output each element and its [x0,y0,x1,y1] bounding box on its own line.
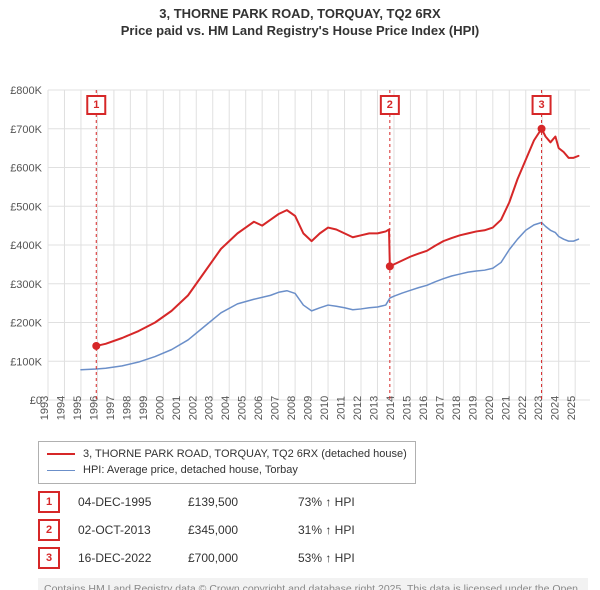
transaction-badge: 1 [38,491,60,513]
attribution-text: Contains HM Land Registry data © Crown c… [38,578,588,590]
legend-label: HPI: Average price, detached house, Torb… [83,462,298,479]
marker-dot [386,262,394,270]
x-tick-label: 2020 [484,396,496,420]
legend-row: HPI: Average price, detached house, Torb… [47,462,407,479]
marker-dot [538,125,546,133]
line-chart-svg: £0£100K£200K£300K£400K£500K£600K£700K£80… [0,40,600,435]
transaction-badge: 3 [38,547,60,569]
legend-label: 3, THORNE PARK ROAD, TORQUAY, TQ2 6RX (d… [83,446,407,463]
transactions-table: 1 04-DEC-1995£139,50073% ↑ HPI 2 02-OCT-201… [38,488,588,572]
transaction-row: 2 02-OCT-2013£345,00031% ↑ HPI [38,516,588,544]
transaction-row: 1 04-DEC-1995£139,50073% ↑ HPI [38,488,588,516]
chart-title: 3, THORNE PARK ROAD, TORQUAY, TQ2 6RX Pr… [0,0,600,40]
x-tick-label: 2009 [303,396,315,420]
y-tick-label: £500K [10,201,42,213]
x-tick-label: 2015 [401,396,413,420]
x-tick-label: 2008 [286,396,298,420]
x-tick-label: 2017 [434,396,446,420]
x-tick-label: 2025 [566,396,578,420]
x-tick-label: 2023 [533,396,545,420]
x-tick-label: 1998 [121,396,133,420]
marker-badge-number: 3 [539,99,545,111]
transaction-pct: 73% ↑ HPI [298,495,408,509]
transaction-row: 3 16-DEC-2022£700,00053% ↑ HPI [38,544,588,572]
transaction-price: £139,500 [188,495,298,509]
x-tick-label: 2000 [154,396,166,420]
x-tick-label: 1994 [55,396,67,420]
x-tick-label: 2003 [204,396,216,420]
transaction-price: £345,000 [188,523,298,537]
transaction-date: 02-OCT-2013 [78,523,188,537]
transaction-pct: 31% ↑ HPI [298,523,408,537]
x-tick-label: 2018 [451,396,463,420]
x-tick-label: 1993 [39,396,51,420]
legend-swatch [47,453,75,455]
x-tick-label: 2014 [385,396,397,420]
x-tick-label: 1999 [138,396,150,420]
x-tick-label: 2011 [336,396,348,420]
marker-badge-number: 2 [387,99,393,111]
y-tick-label: £700K [10,124,42,136]
series-price_paid [96,129,578,346]
x-tick-label: 2024 [550,396,562,420]
transaction-badge: 2 [38,519,60,541]
transaction-date: 16-DEC-2022 [78,551,188,565]
y-tick-label: £200K [10,317,42,329]
x-tick-label: 2012 [352,396,364,420]
x-tick-label: 1997 [105,396,117,420]
transaction-price: £700,000 [188,551,298,565]
x-tick-label: 2002 [187,396,199,420]
marker-badge-number: 1 [93,99,99,111]
x-tick-label: 2006 [253,396,265,420]
x-tick-label: 1995 [72,396,84,420]
x-tick-label: 2016 [418,396,430,420]
chart-area: £0£100K£200K£300K£400K£500K£600K£700K£80… [0,40,600,435]
x-tick-label: 2013 [368,396,380,420]
title-line-2: Price paid vs. HM Land Registry's House … [0,23,600,40]
transaction-pct: 53% ↑ HPI [298,551,408,565]
x-tick-label: 2001 [171,396,183,420]
x-tick-label: 2021 [500,396,512,420]
y-tick-label: £800K [10,85,42,97]
x-tick-label: 2022 [517,396,529,420]
legend: 3, THORNE PARK ROAD, TORQUAY, TQ2 6RX (d… [38,441,416,484]
title-line-1: 3, THORNE PARK ROAD, TORQUAY, TQ2 6RX [0,6,600,23]
x-tick-label: 2019 [467,396,479,420]
legend-row: 3, THORNE PARK ROAD, TORQUAY, TQ2 6RX (d… [47,446,407,463]
y-tick-label: £600K [10,162,42,174]
x-tick-label: 1996 [88,396,100,420]
y-tick-label: £100K [10,356,42,368]
marker-dot [92,342,100,350]
y-tick-label: £300K [10,279,42,291]
x-tick-label: 2005 [237,396,249,420]
y-tick-label: £400K [10,240,42,252]
x-tick-label: 2004 [220,396,232,420]
legend-swatch [47,470,75,471]
transaction-date: 04-DEC-1995 [78,495,188,509]
x-tick-label: 2007 [270,396,282,420]
x-tick-label: 2010 [319,396,331,420]
